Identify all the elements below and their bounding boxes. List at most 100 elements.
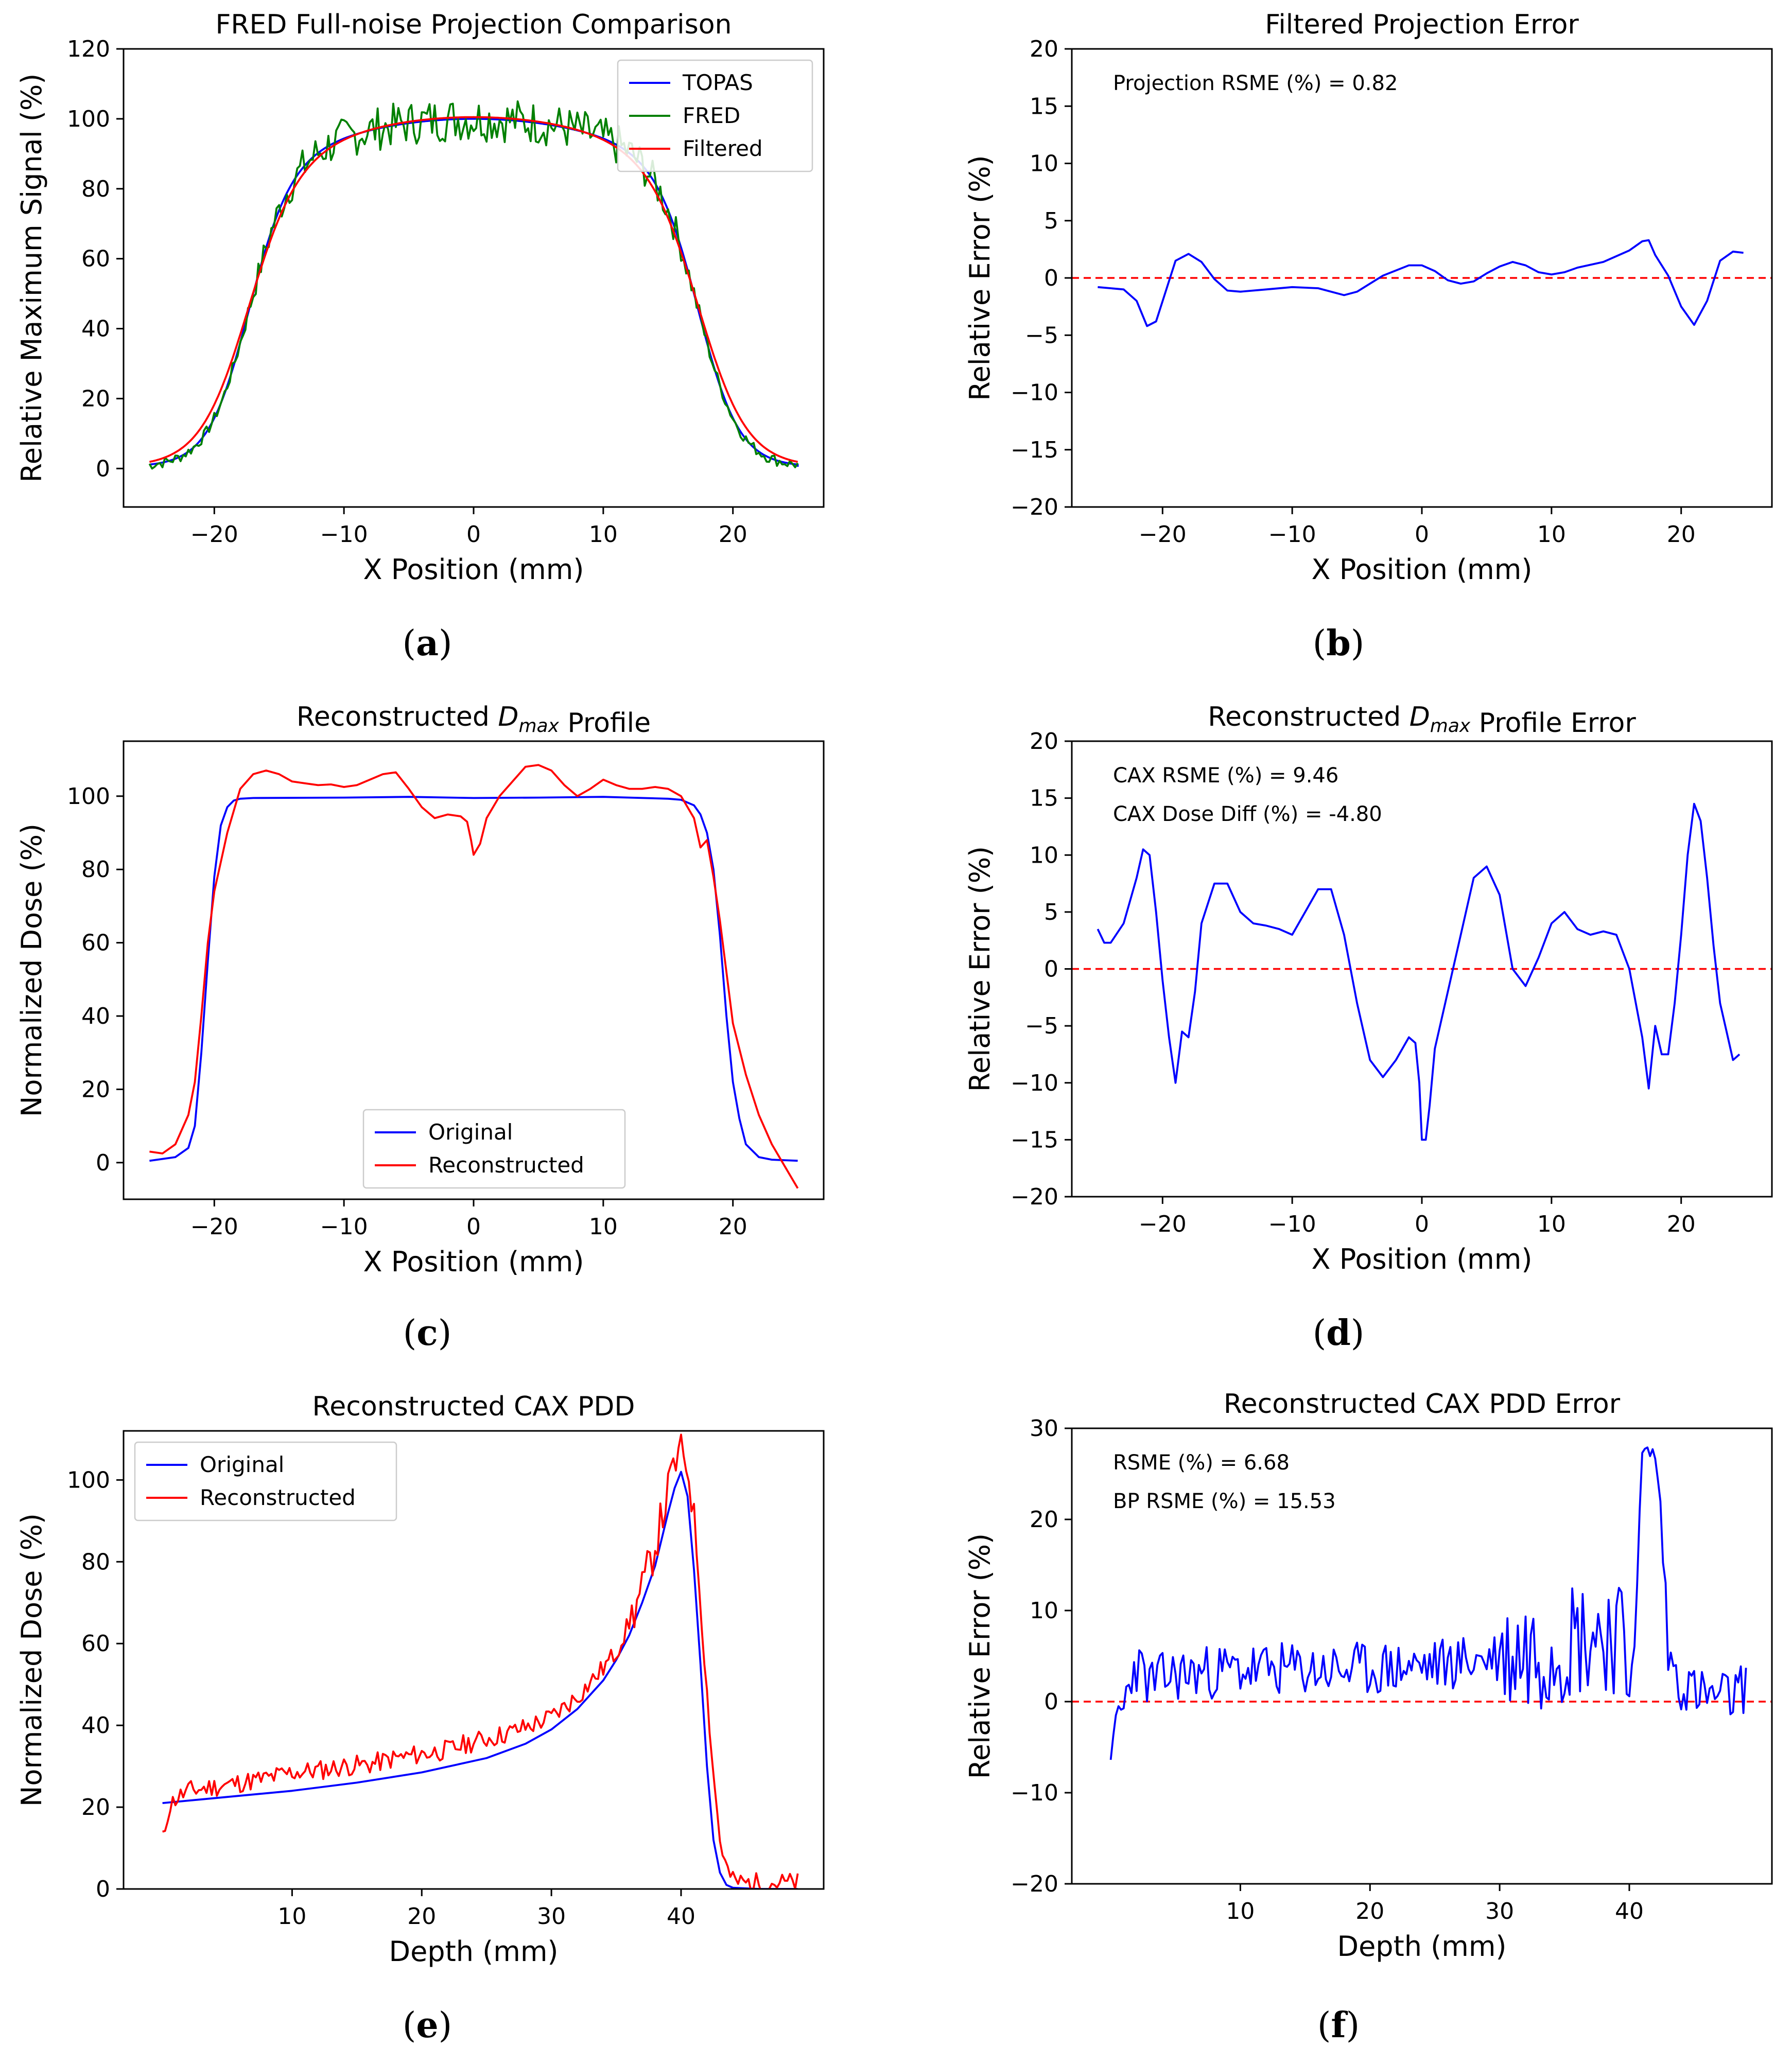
annotation-text: CAX RSME (%) = 9.46 xyxy=(1113,764,1338,787)
x-tick-label: 20 xyxy=(407,1903,436,1930)
x-axis-label: X Position (mm) xyxy=(363,1246,584,1278)
y-tick-label: 10 xyxy=(1030,151,1058,177)
y-tick-label: −10 xyxy=(1011,1780,1058,1806)
chart-title: FRED Full-noise Projection Comparison xyxy=(216,9,732,40)
legend-box xyxy=(134,1441,397,1521)
y-tick-label: 30 xyxy=(1030,1415,1058,1442)
y-tick-label: 5 xyxy=(1044,899,1058,925)
x-axis-label: X Position (mm) xyxy=(1312,1243,1533,1275)
y-axis-label: Normalized Dose (%) xyxy=(15,1513,48,1807)
y-tick-label: 80 xyxy=(81,176,110,202)
x-tick-label: −20 xyxy=(1139,1211,1187,1237)
y-axis-label: Relative Error (%) xyxy=(964,1533,996,1779)
y-tick-label: −5 xyxy=(1025,1013,1058,1039)
chart-panel-c: Reconstructed Dmax Profile −20 −10 0 10 20 0 20… xyxy=(0,690,896,1379)
caption-f: (f) xyxy=(1317,2005,1360,2046)
legend-label-original: Original xyxy=(428,1119,513,1145)
chart-panel-d: Reconstructed Dmax Profile Error −20 −10 0 1… xyxy=(896,690,1792,1379)
chart-title: Reconstructed Dmax Profile xyxy=(297,702,651,739)
x-tick-label: −20 xyxy=(1139,521,1187,548)
y-axis-label: Relative Error (%) xyxy=(964,846,996,1092)
x-tick-label: −10 xyxy=(1268,1211,1316,1237)
x-tick-label: 40 xyxy=(667,1903,695,1930)
chart-panel-a: FRED Full-noise Projection Comparison −20… xyxy=(0,0,896,690)
y-tick-label: 100 xyxy=(67,783,110,810)
y-tick-label: 0 xyxy=(1044,1689,1058,1715)
x-tick-label: 10 xyxy=(589,521,618,548)
series-line-error xyxy=(1097,802,1741,1141)
legend-label-fred: FRED xyxy=(683,103,740,128)
legend: TOPAS FRED Filtered xyxy=(617,59,813,172)
y-tick-label: 20 xyxy=(81,1076,110,1102)
y-tick-label: 5 xyxy=(1044,208,1058,234)
series-line-filtered xyxy=(149,116,798,463)
annotation-text: BP RSME (%) = 15.53 xyxy=(1113,1490,1336,1513)
caption-d: (d) xyxy=(1312,1312,1365,1354)
caption-e: (e) xyxy=(402,2005,453,2046)
y-tick-label: 15 xyxy=(1030,785,1058,812)
x-tick-label: 10 xyxy=(1537,1211,1566,1237)
x-tick-label: 20 xyxy=(719,1214,747,1240)
chart-svg-e: Reconstructed CAX PDD 10 20 30 40 0 20 40 60 80 10… xyxy=(15,1391,825,1968)
x-tick-label: 10 xyxy=(1226,1898,1255,1924)
legend-box xyxy=(362,1109,626,1189)
chart-title: Reconstructed Dmax Profile Error xyxy=(1208,702,1636,739)
y-axis-label: Normalized Dose (%) xyxy=(15,824,48,1117)
x-tick-label: 0 xyxy=(466,1214,481,1240)
x-tick-label: 20 xyxy=(1667,1211,1696,1237)
legend-label-reconstructed: Reconstructed xyxy=(428,1152,584,1178)
legend-label-reconstructed: Reconstructed xyxy=(200,1485,356,1510)
legend-label-topas: TOPAS xyxy=(682,70,753,95)
legend-label-filtered: Filtered xyxy=(683,136,763,161)
x-tick-label: 0 xyxy=(466,521,481,548)
legend-box xyxy=(617,59,813,172)
chart-title: Reconstructed CAX PDD xyxy=(312,1391,635,1422)
chart-title: Filtered Projection Error xyxy=(1265,9,1579,40)
x-tick-label: 10 xyxy=(1537,521,1566,548)
y-tick-label: 0 xyxy=(96,1876,110,1902)
chart-svg-f: Reconstructed CAX PDD Error 10 20 30 40 −20 −1… xyxy=(964,1389,1773,1963)
series-line-error xyxy=(1109,1446,1747,1760)
y-tick-label: 10 xyxy=(1030,842,1058,868)
legend: Original Reconstructed xyxy=(134,1441,397,1521)
series-group xyxy=(1098,239,1744,327)
y-tick-label: 20 xyxy=(81,386,110,412)
x-tick-label: 20 xyxy=(1667,521,1696,548)
y-tick-label: 80 xyxy=(81,856,110,883)
x-tick-label: 0 xyxy=(1415,1211,1429,1237)
caption-a: (a) xyxy=(402,623,453,664)
chart-svg-a: FRED Full-noise Projection Comparison −20… xyxy=(15,9,825,586)
y-tick-label: −5 xyxy=(1025,322,1058,348)
y-tick-label: 60 xyxy=(81,1631,110,1657)
annotation-text: CAX Dose Diff (%) = -4.80 xyxy=(1113,802,1382,826)
x-tick-label: 30 xyxy=(1485,1898,1514,1924)
x-tick-label: −20 xyxy=(190,1214,238,1240)
series-line-original xyxy=(149,796,798,1162)
chart-panel-f: Reconstructed CAX PDD Error 10 20 30 40 −20 −1… xyxy=(896,1379,1792,2065)
x-tick-label: 20 xyxy=(1355,1898,1384,1924)
y-tick-label: 40 xyxy=(81,316,110,342)
y-tick-label: 20 xyxy=(1030,1507,1058,1533)
y-tick-label: −10 xyxy=(1011,380,1058,406)
annotation-text: RSME (%) = 6.68 xyxy=(1113,1451,1290,1475)
x-tick-label: −10 xyxy=(320,1214,368,1240)
chart-svg-b: Filtered Projection Error −20 −10 0 10 20 −20 −… xyxy=(964,9,1773,586)
series-group xyxy=(1109,1446,1747,1760)
legend: Original Reconstructed xyxy=(362,1109,626,1189)
y-tick-label: 100 xyxy=(67,1467,110,1493)
x-axis-label: Depth (mm) xyxy=(1337,1930,1507,1963)
y-tick-label: 20 xyxy=(1030,36,1058,62)
chart-svg-d: Reconstructed Dmax Profile Error −20 −10 0 1… xyxy=(964,702,1773,1275)
y-tick-label: 40 xyxy=(81,1003,110,1029)
chart-panel-b: Filtered Projection Error −20 −10 0 10 20 −20 −… xyxy=(896,0,1792,690)
y-tick-label: 60 xyxy=(81,930,110,956)
x-tick-label: 30 xyxy=(537,1903,566,1930)
caption-c: (c) xyxy=(403,1312,452,1354)
y-tick-label: 15 xyxy=(1030,93,1058,119)
x-tick-label: 0 xyxy=(1415,521,1429,548)
caption-b: (b) xyxy=(1312,623,1365,664)
y-tick-label: 20 xyxy=(81,1794,110,1821)
y-tick-label: −15 xyxy=(1011,1127,1058,1153)
x-tick-label: 10 xyxy=(277,1903,306,1930)
series-group xyxy=(148,100,799,470)
